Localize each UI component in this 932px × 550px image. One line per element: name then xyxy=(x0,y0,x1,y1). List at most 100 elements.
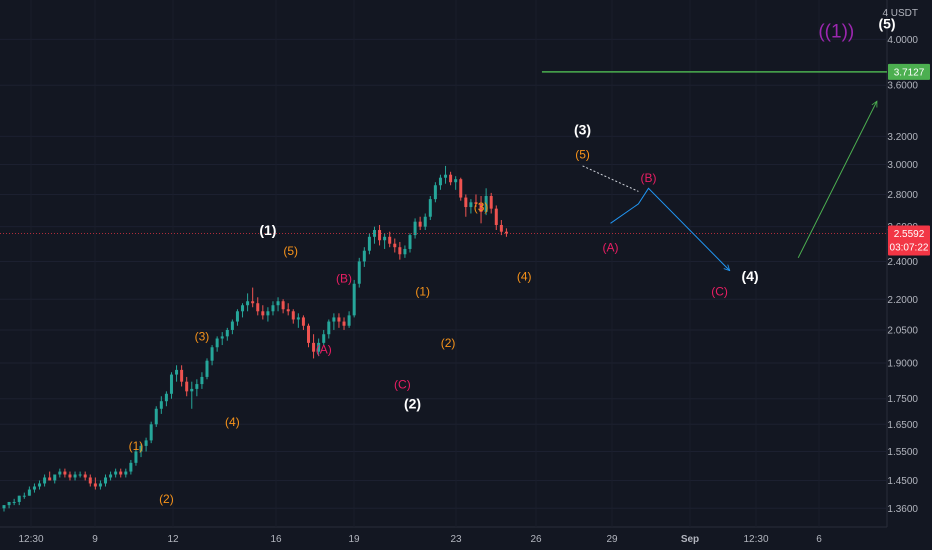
candle xyxy=(388,231,392,248)
candle xyxy=(256,297,260,316)
candle-body xyxy=(169,374,173,394)
candle-body xyxy=(58,471,62,475)
target-price-value: 3.7127 xyxy=(894,67,925,78)
candle-body xyxy=(241,305,245,312)
candle xyxy=(469,199,473,214)
candle-body xyxy=(154,408,158,425)
candle xyxy=(98,480,102,490)
candle-body xyxy=(22,495,26,497)
candle-body xyxy=(43,477,47,484)
wave-label: (1) xyxy=(129,439,144,453)
wave-label: (2) xyxy=(404,396,421,412)
candle xyxy=(27,486,31,496)
candle xyxy=(17,495,21,506)
candle-body xyxy=(32,486,36,490)
candle-body xyxy=(17,495,21,502)
candle xyxy=(7,501,11,509)
candle-body xyxy=(114,471,118,475)
candle-body xyxy=(418,221,422,227)
candle-body xyxy=(307,325,310,343)
candle xyxy=(32,483,36,493)
candle-body xyxy=(378,230,382,241)
time-tick-label: 29 xyxy=(606,534,618,545)
price-tick-label: 3.0000 xyxy=(887,160,918,171)
candle xyxy=(144,437,148,452)
candle-body xyxy=(398,247,402,255)
candle xyxy=(134,448,138,466)
candle xyxy=(58,468,62,478)
drawing-overlay xyxy=(0,71,887,271)
candle xyxy=(169,372,173,399)
time-tick-label: 26 xyxy=(530,534,542,545)
candle xyxy=(83,471,87,481)
wave-label: ((1)) xyxy=(818,21,854,42)
candle xyxy=(225,327,229,341)
candle-body xyxy=(12,501,16,503)
candle-body xyxy=(367,236,371,251)
wave-label: (5) xyxy=(283,244,298,258)
time-tick-label: Sep xyxy=(681,534,699,545)
candle xyxy=(271,301,275,316)
candle xyxy=(164,391,168,407)
candle xyxy=(342,317,346,330)
candle-body xyxy=(413,221,417,236)
time-axis[interactable]: 12:30 9 12 16 19 23 26 29 Sep 12:30 6 xyxy=(18,534,822,545)
candle xyxy=(296,313,300,328)
time-tick-label: 16 xyxy=(270,534,282,545)
candle-body xyxy=(104,477,107,484)
candle-body xyxy=(73,474,77,478)
candle xyxy=(124,468,128,478)
candle xyxy=(104,474,107,487)
wave-label: (B) xyxy=(641,171,657,185)
candle-body xyxy=(93,483,97,487)
candle xyxy=(428,196,432,221)
candle xyxy=(362,247,366,267)
candle xyxy=(180,365,184,387)
candle-body xyxy=(357,261,361,284)
candle-body xyxy=(312,342,316,352)
candle-body xyxy=(215,338,219,348)
candle-body xyxy=(347,315,351,326)
candle-body xyxy=(484,196,488,212)
candle xyxy=(372,226,376,244)
candle-body xyxy=(317,342,321,352)
candle-body xyxy=(393,243,397,248)
candle-body xyxy=(266,311,270,316)
candle-body xyxy=(220,336,224,339)
time-tick-label: 19 xyxy=(348,534,360,545)
wave-label: (A) xyxy=(316,343,332,357)
candle-body xyxy=(362,250,366,262)
candle-body xyxy=(423,216,427,227)
wave-label: (1) xyxy=(259,222,276,238)
candle-body xyxy=(296,317,300,320)
candle-body xyxy=(261,311,265,316)
candle xyxy=(322,329,326,346)
candle-body xyxy=(63,471,67,475)
candle-body xyxy=(88,477,92,484)
projection-path-green xyxy=(797,101,878,259)
candle xyxy=(489,192,493,214)
projection-path-blue xyxy=(610,187,730,270)
candle-body xyxy=(53,474,57,481)
price-tick-label: 1.6500 xyxy=(887,420,918,431)
candle-body xyxy=(251,301,255,304)
candle-body xyxy=(322,334,326,343)
price-tick-label: 2.4000 xyxy=(887,257,918,268)
wave-label: (2) xyxy=(441,336,456,350)
candle xyxy=(474,194,478,208)
wave-label: (3) xyxy=(195,330,210,344)
wave-labels: (1) (2) (3) (4) (5) ((1)) (1) (2) (3) (4) (5) (1) (2… xyxy=(129,15,896,506)
candle xyxy=(484,188,488,216)
candle-body xyxy=(433,185,437,200)
candle-body xyxy=(225,329,229,337)
price-tick-label: 1.5500 xyxy=(887,447,918,458)
candle xyxy=(175,365,179,382)
candle xyxy=(332,313,336,330)
candle xyxy=(195,379,199,397)
candle-body xyxy=(98,483,102,487)
candle xyxy=(317,338,321,357)
candle xyxy=(291,309,295,324)
wave-label: (4) xyxy=(225,415,240,429)
